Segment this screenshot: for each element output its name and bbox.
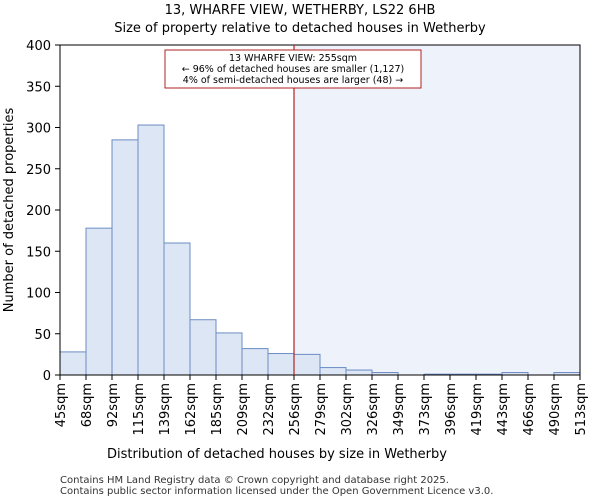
- bar-162sqm: [189, 319, 217, 376]
- bar-45sqm: [59, 351, 87, 376]
- x-tick-label: 349sqm: [392, 383, 407, 436]
- bar-185sqm: [215, 332, 243, 376]
- annotation-box: [164, 49, 422, 89]
- footer-line-1: Contains HM Land Registry data © Crown c…: [60, 475, 449, 486]
- x-tick-label: 68sqm: [80, 383, 95, 427]
- x-tick-label: 185sqm: [210, 383, 225, 436]
- x-tick-label: 92sqm: [106, 383, 121, 427]
- y-axis-label: Number of detached properties: [2, 108, 17, 313]
- x-tick-label: 209sqm: [236, 383, 251, 436]
- x-tick-label: 466sqm: [522, 383, 537, 436]
- y-tick-label: 50: [34, 328, 51, 343]
- x-tick-label: 162sqm: [184, 383, 199, 436]
- x-tick-label: 302sqm: [340, 383, 355, 436]
- x-tick-label: 326sqm: [366, 383, 381, 436]
- y-tick-label: 100: [26, 287, 51, 302]
- bar-279sqm: [319, 367, 347, 376]
- bar-68sqm: [85, 227, 113, 376]
- x-tick-label: 232sqm: [262, 383, 277, 436]
- bar-209sqm: [241, 348, 269, 376]
- y-tick-label: 0: [43, 369, 51, 384]
- highlight-region: [294, 45, 580, 375]
- bar-302sqm: [345, 369, 373, 376]
- annotation-smaller: ← 96% of detached houses are smaller (1,…: [182, 64, 405, 75]
- x-tick-label: 419sqm: [470, 383, 485, 436]
- annotation-larger: 4% of semi-detached houses are larger (4…: [183, 75, 403, 86]
- x-tick-label: 490sqm: [548, 383, 563, 436]
- x-tick-label: 513sqm: [574, 383, 589, 436]
- bar-139sqm: [163, 242, 191, 376]
- annotation-title: 13 WHARFE VIEW: 255sqm: [229, 53, 357, 64]
- x-tick-label: 139sqm: [158, 383, 173, 436]
- x-tick-label: 373sqm: [418, 383, 433, 436]
- x-tick-label: 115sqm: [132, 383, 147, 436]
- x-tick-label: 396sqm: [444, 383, 459, 436]
- x-axis-label: Distribution of detached houses by size …: [107, 447, 447, 462]
- bar-256sqm: [293, 353, 321, 376]
- x-tick-label: 45sqm: [54, 383, 69, 427]
- y-tick-label: 200: [26, 204, 51, 219]
- x-tick-label: 279sqm: [314, 383, 329, 436]
- chart-subtitle: Size of property relative to detached ho…: [114, 21, 486, 36]
- chart-title: 13, WHARFE VIEW, WETHERBY, LS22 6HB: [165, 3, 436, 18]
- y-tick-label: 300: [26, 122, 51, 137]
- x-tick-label: 443sqm: [496, 383, 511, 436]
- bar-232sqm: [267, 353, 295, 376]
- x-tick-label: 256sqm: [288, 383, 303, 436]
- y-tick-label: 400: [26, 39, 51, 54]
- y-tick-label: 150: [26, 245, 51, 260]
- y-tick-label: 350: [26, 80, 51, 95]
- bar-92sqm: [111, 139, 139, 376]
- footer-line-2: Contains public sector information licen…: [60, 486, 493, 497]
- bar-115sqm: [137, 124, 165, 376]
- y-tick-label: 250: [26, 163, 51, 178]
